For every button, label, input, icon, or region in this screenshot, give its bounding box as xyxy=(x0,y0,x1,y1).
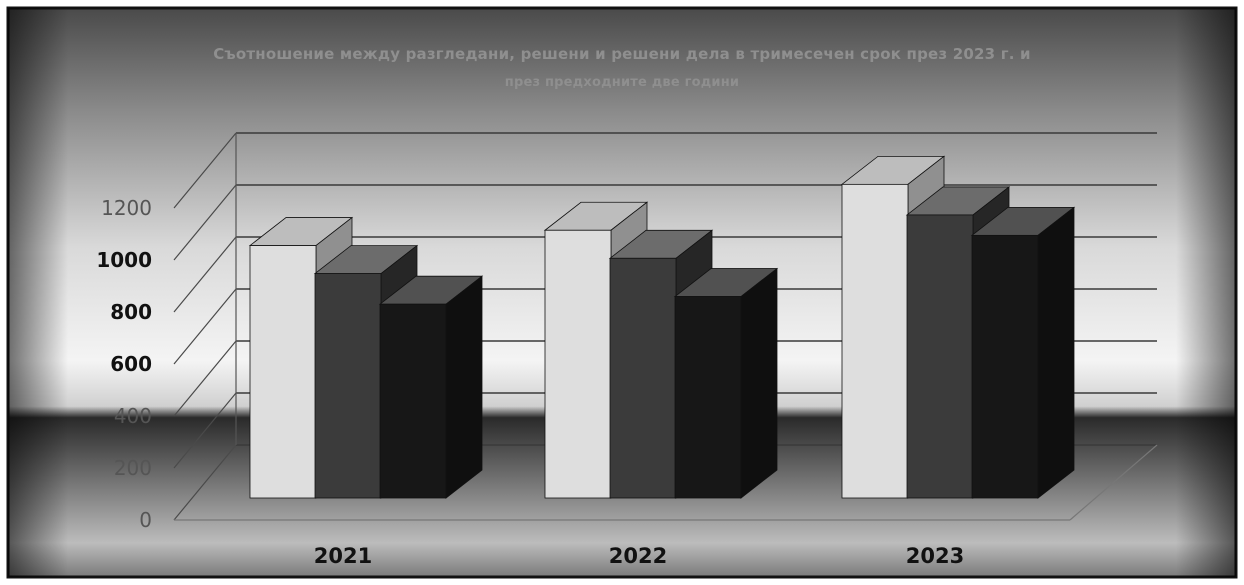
bar-front xyxy=(249,245,317,499)
bar xyxy=(378,275,484,499)
bar xyxy=(970,206,1076,499)
y-tick-label: 200 xyxy=(114,456,152,480)
bar-front xyxy=(906,214,974,499)
bar-side xyxy=(445,275,483,499)
floor-side-edge xyxy=(1069,444,1158,521)
bar-side xyxy=(740,267,778,499)
side-gridline xyxy=(173,184,237,261)
bar-front xyxy=(544,229,612,499)
y-tick-label: 600 xyxy=(110,352,152,376)
bar-front xyxy=(379,303,447,499)
bar xyxy=(673,267,779,499)
x-tick-label: 2021 xyxy=(314,544,372,568)
chart-title-line-2: през предходните две години xyxy=(504,75,740,90)
y-tick-label: 0 xyxy=(139,508,152,532)
bar-front xyxy=(314,273,382,499)
bar-front xyxy=(841,183,909,499)
bar-side xyxy=(1037,206,1075,499)
side-gridline xyxy=(173,288,237,365)
y-tick-label: 1200 xyxy=(101,196,152,220)
x-tick-label: 2023 xyxy=(906,544,964,568)
bar-front xyxy=(971,234,1039,499)
x-tick-label: 2022 xyxy=(609,544,667,568)
y-tick-label: 1000 xyxy=(96,248,152,272)
side-gridline xyxy=(173,444,237,521)
y-tick-label: 400 xyxy=(114,404,152,428)
chart-title-line-1: Съотношение между разгледани, решени и р… xyxy=(213,45,1031,63)
side-gridline xyxy=(173,392,237,469)
bar-front xyxy=(609,257,677,499)
side-gridline xyxy=(173,340,237,417)
side-gridline xyxy=(173,236,237,313)
bar-front xyxy=(674,296,742,499)
y-tick-label: 800 xyxy=(110,300,152,324)
side-gridline xyxy=(173,132,237,209)
